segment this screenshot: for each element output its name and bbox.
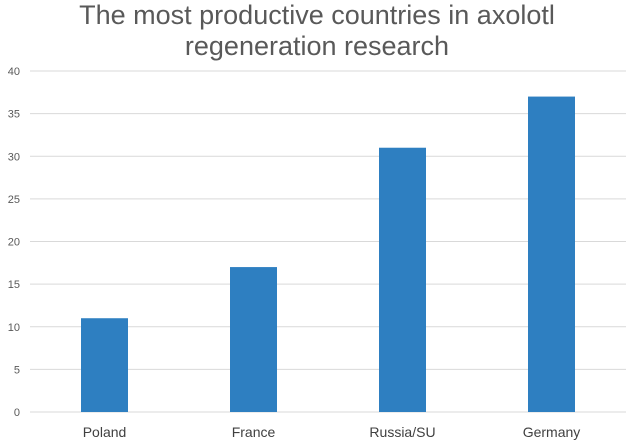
y-tick-label: 35 <box>8 109 20 121</box>
y-tick-label: 5 <box>14 364 20 376</box>
y-tick-label: 10 <box>8 322 20 334</box>
x-category-label: Germany <box>523 424 581 440</box>
x-category-label: France <box>232 424 276 440</box>
x-category-label: Russia/SU <box>369 424 435 440</box>
y-tick-label: 15 <box>8 279 20 291</box>
y-tick-label: 25 <box>8 194 20 206</box>
chart-title: The most productive countries in axolotl… <box>0 0 634 62</box>
bar <box>528 96 575 412</box>
y-tick-label: 40 <box>8 66 20 78</box>
bar <box>81 318 128 412</box>
x-category-label: Poland <box>83 424 127 440</box>
y-tick-label: 20 <box>8 237 20 249</box>
chart-title-line-2: regeneration research <box>184 31 450 61</box>
chart-title-line-1: The most productive countries in axolotl <box>79 0 555 30</box>
y-tick-label: 30 <box>8 151 20 163</box>
y-tick-label: 0 <box>14 407 20 419</box>
bar <box>230 267 277 412</box>
bar <box>379 147 426 412</box>
